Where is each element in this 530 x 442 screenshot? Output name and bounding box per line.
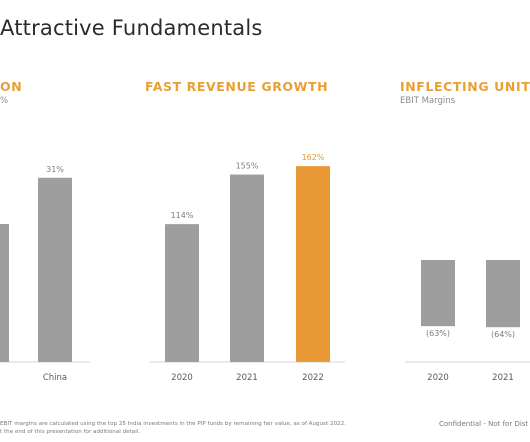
chart-2-tick-label-2020: 2020 [427, 373, 449, 383]
chart-1-data-label-2022: 162% [302, 153, 325, 162]
chart-0-bar-partial [0, 224, 9, 362]
section-title-left: ON [0, 79, 23, 94]
page-title: Attractive Fundamentals [0, 16, 263, 40]
confidential-label: Confidential - Not for Dist [439, 420, 529, 428]
section-subtitle-left: % [0, 96, 9, 106]
chart-2-tick-label-2021: 2021 [492, 373, 514, 383]
section-subtitle-unit-economics: EBIT Margins [400, 96, 456, 106]
chart-2-data-label-2021: (64%) [491, 330, 515, 339]
chart-2-bar-2021 [486, 260, 520, 328]
chart-1-bar-2022 [296, 166, 330, 362]
chart-0-tick-label-China: China [43, 373, 67, 383]
footnote-line-2: t the end of this presentation for addit… [0, 429, 141, 435]
chart-1-data-label-2021: 155% [236, 162, 259, 171]
chart-1-bar-2021 [230, 174, 264, 362]
chart-0-data-label-China: 31% [46, 165, 64, 174]
section-title-unit-economics: INFLECTING UNIT EC [400, 79, 530, 94]
footnote: EBIT margins are calculated using the to… [0, 420, 420, 436]
chart-0-bar-China [38, 177, 72, 362]
footnote-line-1: EBIT margins are calculated using the to… [0, 421, 347, 427]
chart-2-data-label-2020: (63%) [426, 329, 450, 338]
chart-1-tick-label-2021: 2021 [236, 373, 258, 383]
section-title-revenue-growth: FAST REVENUE GROWTH [145, 79, 329, 94]
chart-1-tick-label-2022: 2022 [302, 373, 324, 383]
chart-1-data-label-2020: 114% [171, 211, 194, 220]
chart-1-bar-2020 [165, 224, 199, 362]
chart-2-bar-2020 [421, 260, 455, 327]
chart-1-tick-label-2020: 2020 [171, 373, 193, 383]
